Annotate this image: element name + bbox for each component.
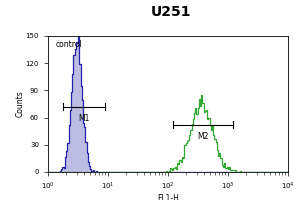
Text: M1: M1: [79, 114, 90, 123]
Text: M2: M2: [197, 132, 208, 141]
Text: control: control: [55, 40, 82, 49]
Text: U251: U251: [151, 5, 191, 19]
X-axis label: FL1-H: FL1-H: [157, 194, 179, 200]
Y-axis label: Counts: Counts: [15, 91, 24, 117]
